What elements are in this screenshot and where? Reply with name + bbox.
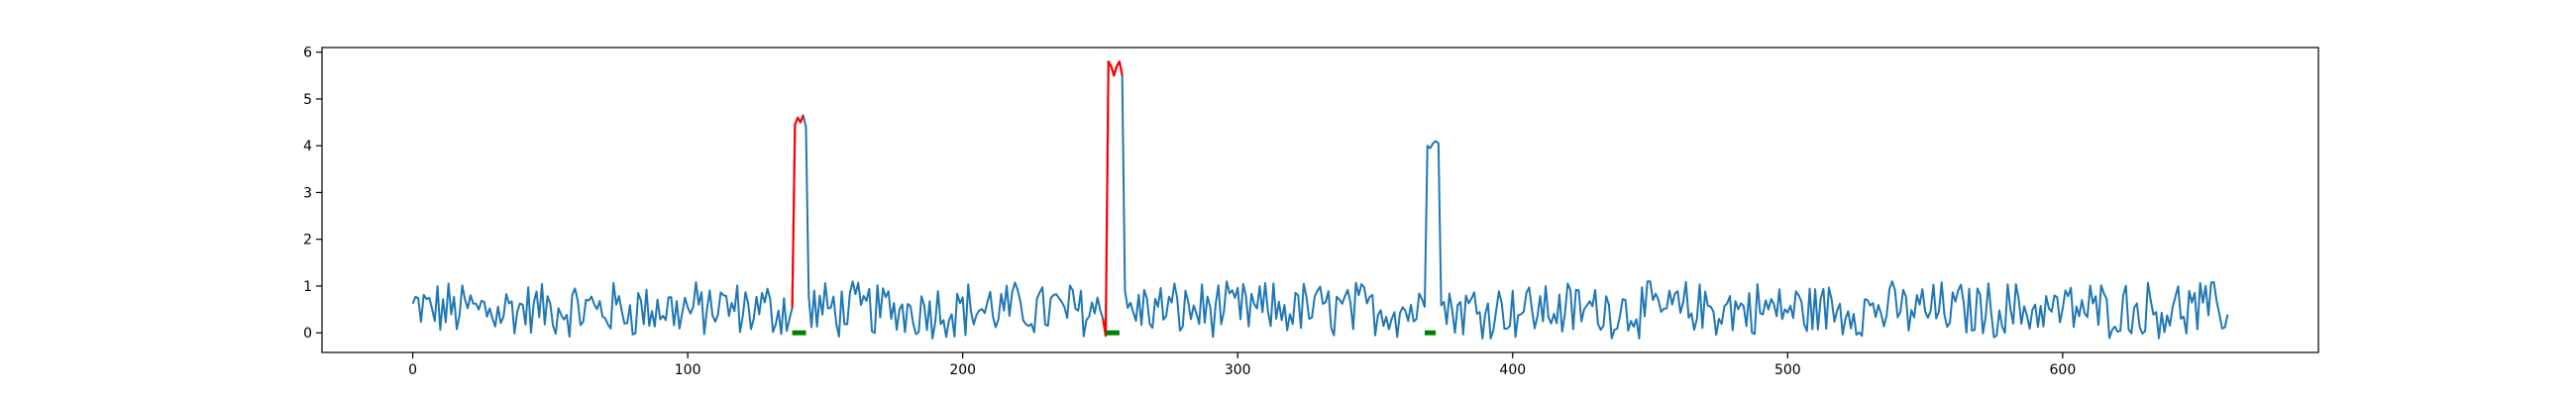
x-tick-label: 0 xyxy=(408,362,417,378)
plot-frame xyxy=(321,47,2319,353)
x-tick-label: 200 xyxy=(949,362,976,378)
anomaly-segment xyxy=(791,115,805,309)
x-tick-label: 400 xyxy=(1499,362,1526,378)
y-tick-label: 5 xyxy=(303,92,312,108)
series-layer xyxy=(411,60,2229,340)
y-tick-label: 0 xyxy=(303,326,312,342)
x-tick-label: 300 xyxy=(1225,362,1251,378)
y-tick-label: 4 xyxy=(303,139,312,154)
y-tick-label: 1 xyxy=(303,279,312,295)
anomaly-segment xyxy=(1102,60,1124,338)
x-tick-label: 500 xyxy=(1774,362,1801,378)
y-tick-label: 6 xyxy=(303,46,312,61)
x-tick-label: 100 xyxy=(675,362,701,378)
x-tick-label: 600 xyxy=(2050,362,2077,378)
y-tick-label: 3 xyxy=(303,185,312,201)
y-axis: 0 1 2 3 4 5 6 xyxy=(303,46,322,342)
signal-line xyxy=(411,60,2229,340)
y-tick-label: 2 xyxy=(303,233,312,248)
x-axis: 0 100 200 300 400 500 600 xyxy=(408,352,2076,378)
